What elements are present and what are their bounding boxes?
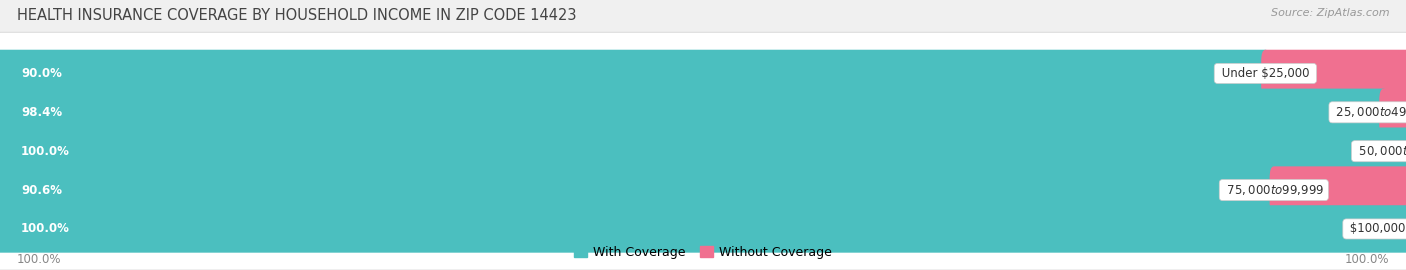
Text: 100.0%: 100.0% [1344, 253, 1389, 266]
Text: 98.4%: 98.4% [21, 106, 62, 119]
FancyBboxPatch shape [0, 149, 1406, 231]
FancyBboxPatch shape [0, 205, 1406, 253]
FancyBboxPatch shape [0, 166, 1278, 214]
FancyBboxPatch shape [1379, 89, 1406, 136]
Text: 90.0%: 90.0% [21, 67, 62, 80]
Text: 90.6%: 90.6% [21, 184, 62, 197]
Text: $75,000 to $99,999: $75,000 to $99,999 [1223, 183, 1324, 197]
FancyBboxPatch shape [0, 71, 1406, 153]
FancyBboxPatch shape [0, 110, 1406, 192]
Text: 100.0%: 100.0% [21, 145, 70, 158]
FancyBboxPatch shape [0, 89, 1388, 136]
Text: $100,000 and over: $100,000 and over [1347, 222, 1406, 235]
FancyBboxPatch shape [0, 32, 1406, 114]
Text: $50,000 to $74,999: $50,000 to $74,999 [1355, 144, 1406, 158]
FancyBboxPatch shape [0, 127, 1406, 175]
Text: 100.0%: 100.0% [17, 253, 62, 266]
FancyBboxPatch shape [1261, 50, 1406, 97]
FancyBboxPatch shape [0, 50, 1270, 97]
Text: Under $25,000: Under $25,000 [1218, 67, 1313, 80]
Text: 100.0%: 100.0% [21, 222, 70, 235]
FancyBboxPatch shape [1270, 166, 1406, 214]
Text: $25,000 to $49,999: $25,000 to $49,999 [1333, 105, 1406, 119]
Text: HEALTH INSURANCE COVERAGE BY HOUSEHOLD INCOME IN ZIP CODE 14423: HEALTH INSURANCE COVERAGE BY HOUSEHOLD I… [17, 8, 576, 23]
FancyBboxPatch shape [0, 188, 1406, 270]
Legend: With Coverage, Without Coverage: With Coverage, Without Coverage [569, 241, 837, 264]
Text: Source: ZipAtlas.com: Source: ZipAtlas.com [1271, 8, 1389, 18]
